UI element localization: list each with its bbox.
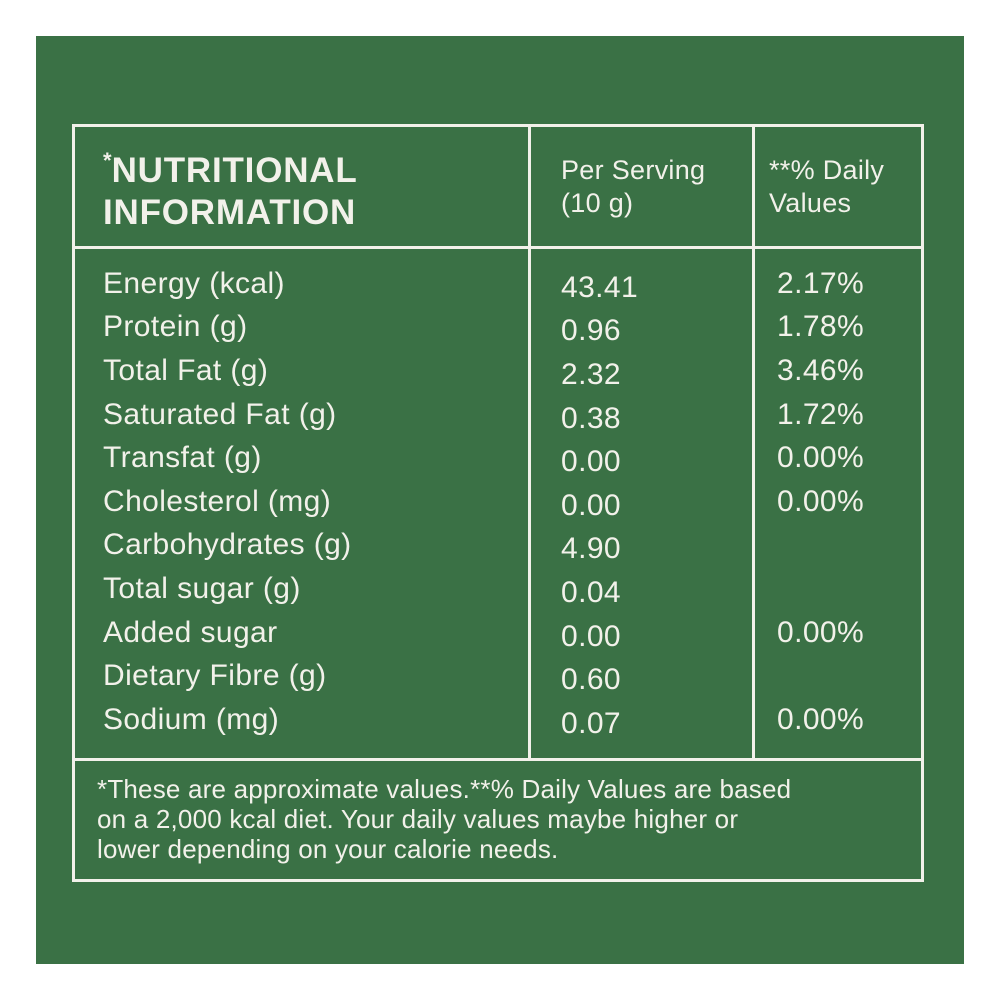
row-label: Sodium (mg) — [103, 702, 280, 736]
row-serving-value: 0.38 — [561, 401, 621, 435]
row-daily-value — [777, 524, 921, 568]
row-daily-value: 1.72% — [777, 397, 865, 431]
row-label: Protein (g) — [103, 310, 248, 344]
row-daily-value: 1.78% — [777, 310, 865, 344]
row-label: Carbohydrates (g) — [103, 528, 352, 562]
per-serving-values-column: 43.41 0.96 2.32 0.38 0.00 0.00 4.90 0.04 0.00 0.6… — [531, 249, 755, 758]
row-label: Saturated Fat (g) — [103, 397, 337, 431]
row-serving-value: 0.04 — [561, 575, 621, 609]
footnote-line-1: *These are approximate values.**% Daily … — [97, 774, 792, 804]
row-serving-value: 0.00 — [561, 619, 621, 653]
row-serving-value: 4.90 — [561, 532, 621, 566]
row-daily-value: 0.00% — [777, 702, 865, 736]
row-daily-value: 2.17% — [777, 266, 865, 300]
title-asterisk: * — [103, 147, 112, 173]
product-label-panel: *NUTRITIONAL INFORMATION Per Serving (10… — [36, 36, 964, 964]
row-serving-value: 0.00 — [561, 488, 621, 522]
title-line-2: INFORMATION — [103, 192, 357, 232]
row-serving-value: 43.41 — [561, 270, 639, 304]
row-serving-value: 0.60 — [561, 663, 621, 697]
row-label: Cholesterol (mg) — [103, 484, 332, 518]
row-label: Energy (kcal) — [103, 266, 285, 300]
row-daily-value: 0.00% — [777, 484, 865, 518]
row-serving-value: 2.32 — [561, 357, 621, 391]
nutrient-labels-column: Energy (kcal) Protein (g) Total Fat (g) Sat… — [75, 249, 531, 758]
daily-values-column: 2.17% 1.78% 3.46% 1.72% 0.00% 0.00% 0.00% 0.00% — [755, 249, 921, 758]
row-daily-value — [777, 654, 921, 698]
row-daily-value: 0.00% — [777, 441, 865, 475]
header-daily-values-cell: **% Daily Values — [755, 127, 921, 246]
per-serving-line-2: (10 g) — [561, 187, 634, 218]
header-title-cell: *NUTRITIONAL INFORMATION — [75, 127, 531, 246]
row-label: Transfat (g) — [103, 441, 262, 475]
row-serving-value: 0.07 — [561, 706, 621, 740]
per-serving-line-1: Per Serving — [561, 154, 706, 185]
row-daily-value: 0.00% — [777, 615, 865, 649]
daily-values-line-2: Values — [769, 187, 852, 218]
table-header: *NUTRITIONAL INFORMATION Per Serving (10… — [75, 127, 921, 249]
header-per-serving-cell: Per Serving (10 g) — [531, 127, 755, 246]
table-footnote: *These are approximate values.**% Daily … — [75, 761, 921, 879]
footnote-line-3: lower depending on your calorie needs. — [97, 834, 559, 864]
row-serving-value: 0.96 — [561, 314, 621, 348]
row-serving-value: 0.00 — [561, 445, 621, 479]
row-daily-value: 3.46% — [777, 353, 865, 387]
daily-values-line-1: **% Daily — [769, 154, 885, 185]
table-body: Energy (kcal) Protein (g) Total Fat (g) Sat… — [75, 249, 921, 761]
footnote-line-2: on a 2,000 kcal diet. Your daily values … — [97, 804, 739, 834]
title-line-1: *NUTRITIONAL — [103, 140, 528, 192]
row-label: Dietary Fibre (g) — [103, 659, 327, 693]
row-daily-value — [777, 567, 921, 611]
row-label: Total Fat (g) — [103, 353, 269, 387]
row-label: Total sugar (g) — [103, 571, 301, 605]
title-text-1: NUTRITIONAL — [111, 150, 358, 190]
nutrition-table: *NUTRITIONAL INFORMATION Per Serving (10… — [72, 124, 924, 882]
row-label: Added sugar — [103, 615, 278, 649]
